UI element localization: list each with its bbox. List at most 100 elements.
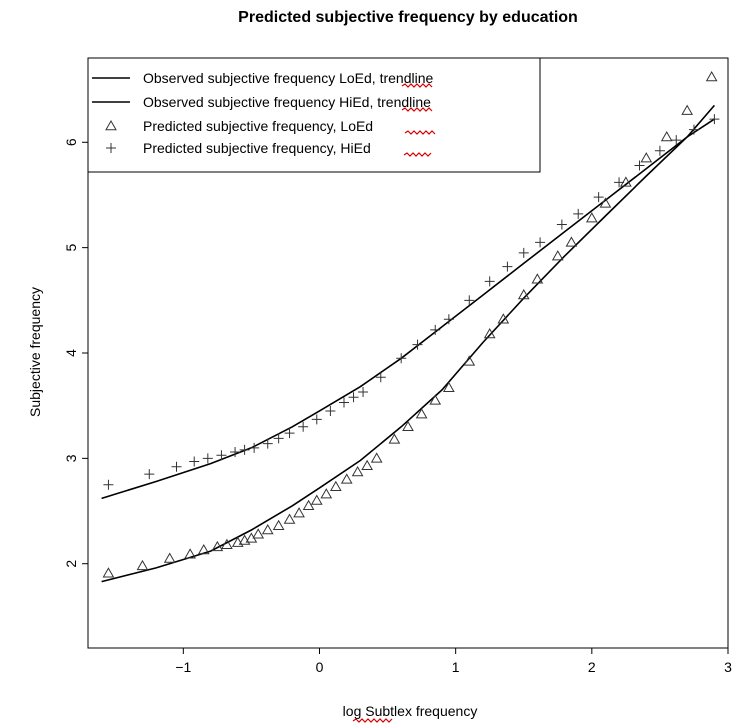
y-tick-label: 3 xyxy=(63,454,79,462)
plus-point xyxy=(671,135,682,146)
plus-point xyxy=(311,414,322,425)
triangle-point xyxy=(293,507,305,518)
x-tick-label: 2 xyxy=(588,659,596,675)
legend-item: Observed subjective frequency HiEd, tren… xyxy=(92,94,431,110)
triangle-point xyxy=(302,499,315,511)
plus-point xyxy=(358,386,369,397)
x-tick-label: 3 xyxy=(724,659,732,675)
triangle-point xyxy=(483,328,496,339)
triangle-point xyxy=(197,544,210,555)
plus-point xyxy=(634,160,645,171)
plus-point xyxy=(339,397,349,408)
plus-point xyxy=(375,372,386,383)
plus-point xyxy=(709,114,720,125)
plus-point xyxy=(298,421,309,432)
triangle-point xyxy=(221,538,233,549)
triangle-point xyxy=(497,313,510,324)
y-axis: 2 3 4 5 6 xyxy=(63,138,88,568)
plus-point xyxy=(396,353,407,364)
triangle-point xyxy=(351,466,364,477)
plus-point xyxy=(262,438,273,449)
triangle-point xyxy=(585,212,598,223)
triangle-point xyxy=(463,355,476,366)
triangle-point xyxy=(310,494,323,505)
triangle-point xyxy=(415,408,428,419)
series-2 xyxy=(101,118,715,500)
y-tick-label: 4 xyxy=(63,349,79,357)
series-1 xyxy=(101,104,716,583)
plus-point xyxy=(202,453,213,464)
triangle-point xyxy=(105,119,117,131)
triangle-point xyxy=(252,528,265,539)
trendline xyxy=(101,104,716,583)
plus-point xyxy=(230,447,241,458)
plus-point xyxy=(518,247,529,258)
plus-point xyxy=(688,124,699,135)
triangle-point xyxy=(599,197,612,208)
triangle-point xyxy=(565,236,578,247)
plus-point xyxy=(573,208,584,219)
triangle-point xyxy=(370,452,383,463)
legend-label: Predicted subjective frequency, LoEd xyxy=(143,118,373,134)
triangle-point xyxy=(136,559,149,571)
plus-point xyxy=(239,444,250,455)
x-axis: −1 0 1 2 3 xyxy=(175,648,732,675)
triangle-point xyxy=(442,381,455,393)
spellcheck-underline xyxy=(401,107,433,112)
x-tick-label: 0 xyxy=(316,659,324,675)
triangle-point xyxy=(517,289,530,300)
plus-point xyxy=(171,461,182,472)
plus-point xyxy=(348,392,359,403)
plus-point xyxy=(412,339,423,350)
triangle-point xyxy=(340,473,353,484)
plus-point xyxy=(216,450,227,461)
legend-item: Observed subjective frequency LoEd, tren… xyxy=(92,70,433,86)
triangle-point xyxy=(231,536,244,547)
legend-label: Observed subjective frequency LoEd, tren… xyxy=(143,70,433,86)
triangle-point xyxy=(402,420,414,431)
y-tick-label: 2 xyxy=(63,560,79,568)
triangle-point xyxy=(681,104,694,115)
y-tick-label: 5 xyxy=(63,244,79,252)
series-3 xyxy=(102,70,718,578)
spellcheck-underline xyxy=(401,83,433,88)
trendline xyxy=(101,118,715,500)
plus-point xyxy=(443,314,454,325)
plus-point xyxy=(430,324,441,335)
legend-item: Predicted subjective frequency, LoEd xyxy=(105,118,373,134)
triangle-point xyxy=(102,567,115,578)
plus-point xyxy=(593,192,604,203)
series-layer xyxy=(101,70,720,583)
triangle-point xyxy=(429,394,442,405)
triangle-point xyxy=(531,273,544,284)
y-axis-label: Subjective frequency xyxy=(27,287,43,417)
plus-point xyxy=(106,143,116,153)
legend-box xyxy=(87,57,541,173)
legend-item: Predicted subjective frequency, HiEd xyxy=(106,140,371,156)
plus-point xyxy=(484,276,495,287)
triangle-point xyxy=(361,459,374,470)
y-tick-label: 6 xyxy=(63,138,79,146)
legend: Observed subjective frequency LoEd, tren… xyxy=(87,57,541,173)
triangle-point xyxy=(329,480,342,492)
triangle-point xyxy=(283,513,296,524)
x-tick-label: 1 xyxy=(452,659,460,675)
plus-point xyxy=(273,433,284,444)
plus-point xyxy=(614,177,625,188)
plus-point xyxy=(325,405,336,416)
series-4 xyxy=(103,114,720,490)
plus-point xyxy=(556,219,567,230)
plus-point xyxy=(654,145,665,156)
x-tick-label: −1 xyxy=(175,659,191,675)
triangle-point xyxy=(705,70,718,82)
triangle-point xyxy=(163,552,176,563)
plus-point xyxy=(103,479,114,490)
plus-point xyxy=(464,295,475,306)
triangle-point xyxy=(620,176,632,187)
x-axis-label: log Subtlex frequency xyxy=(343,703,478,719)
spellcheck-underline xyxy=(404,130,436,135)
triangle-point xyxy=(211,540,224,552)
plus-point xyxy=(189,456,200,467)
triangle-point xyxy=(551,250,564,261)
